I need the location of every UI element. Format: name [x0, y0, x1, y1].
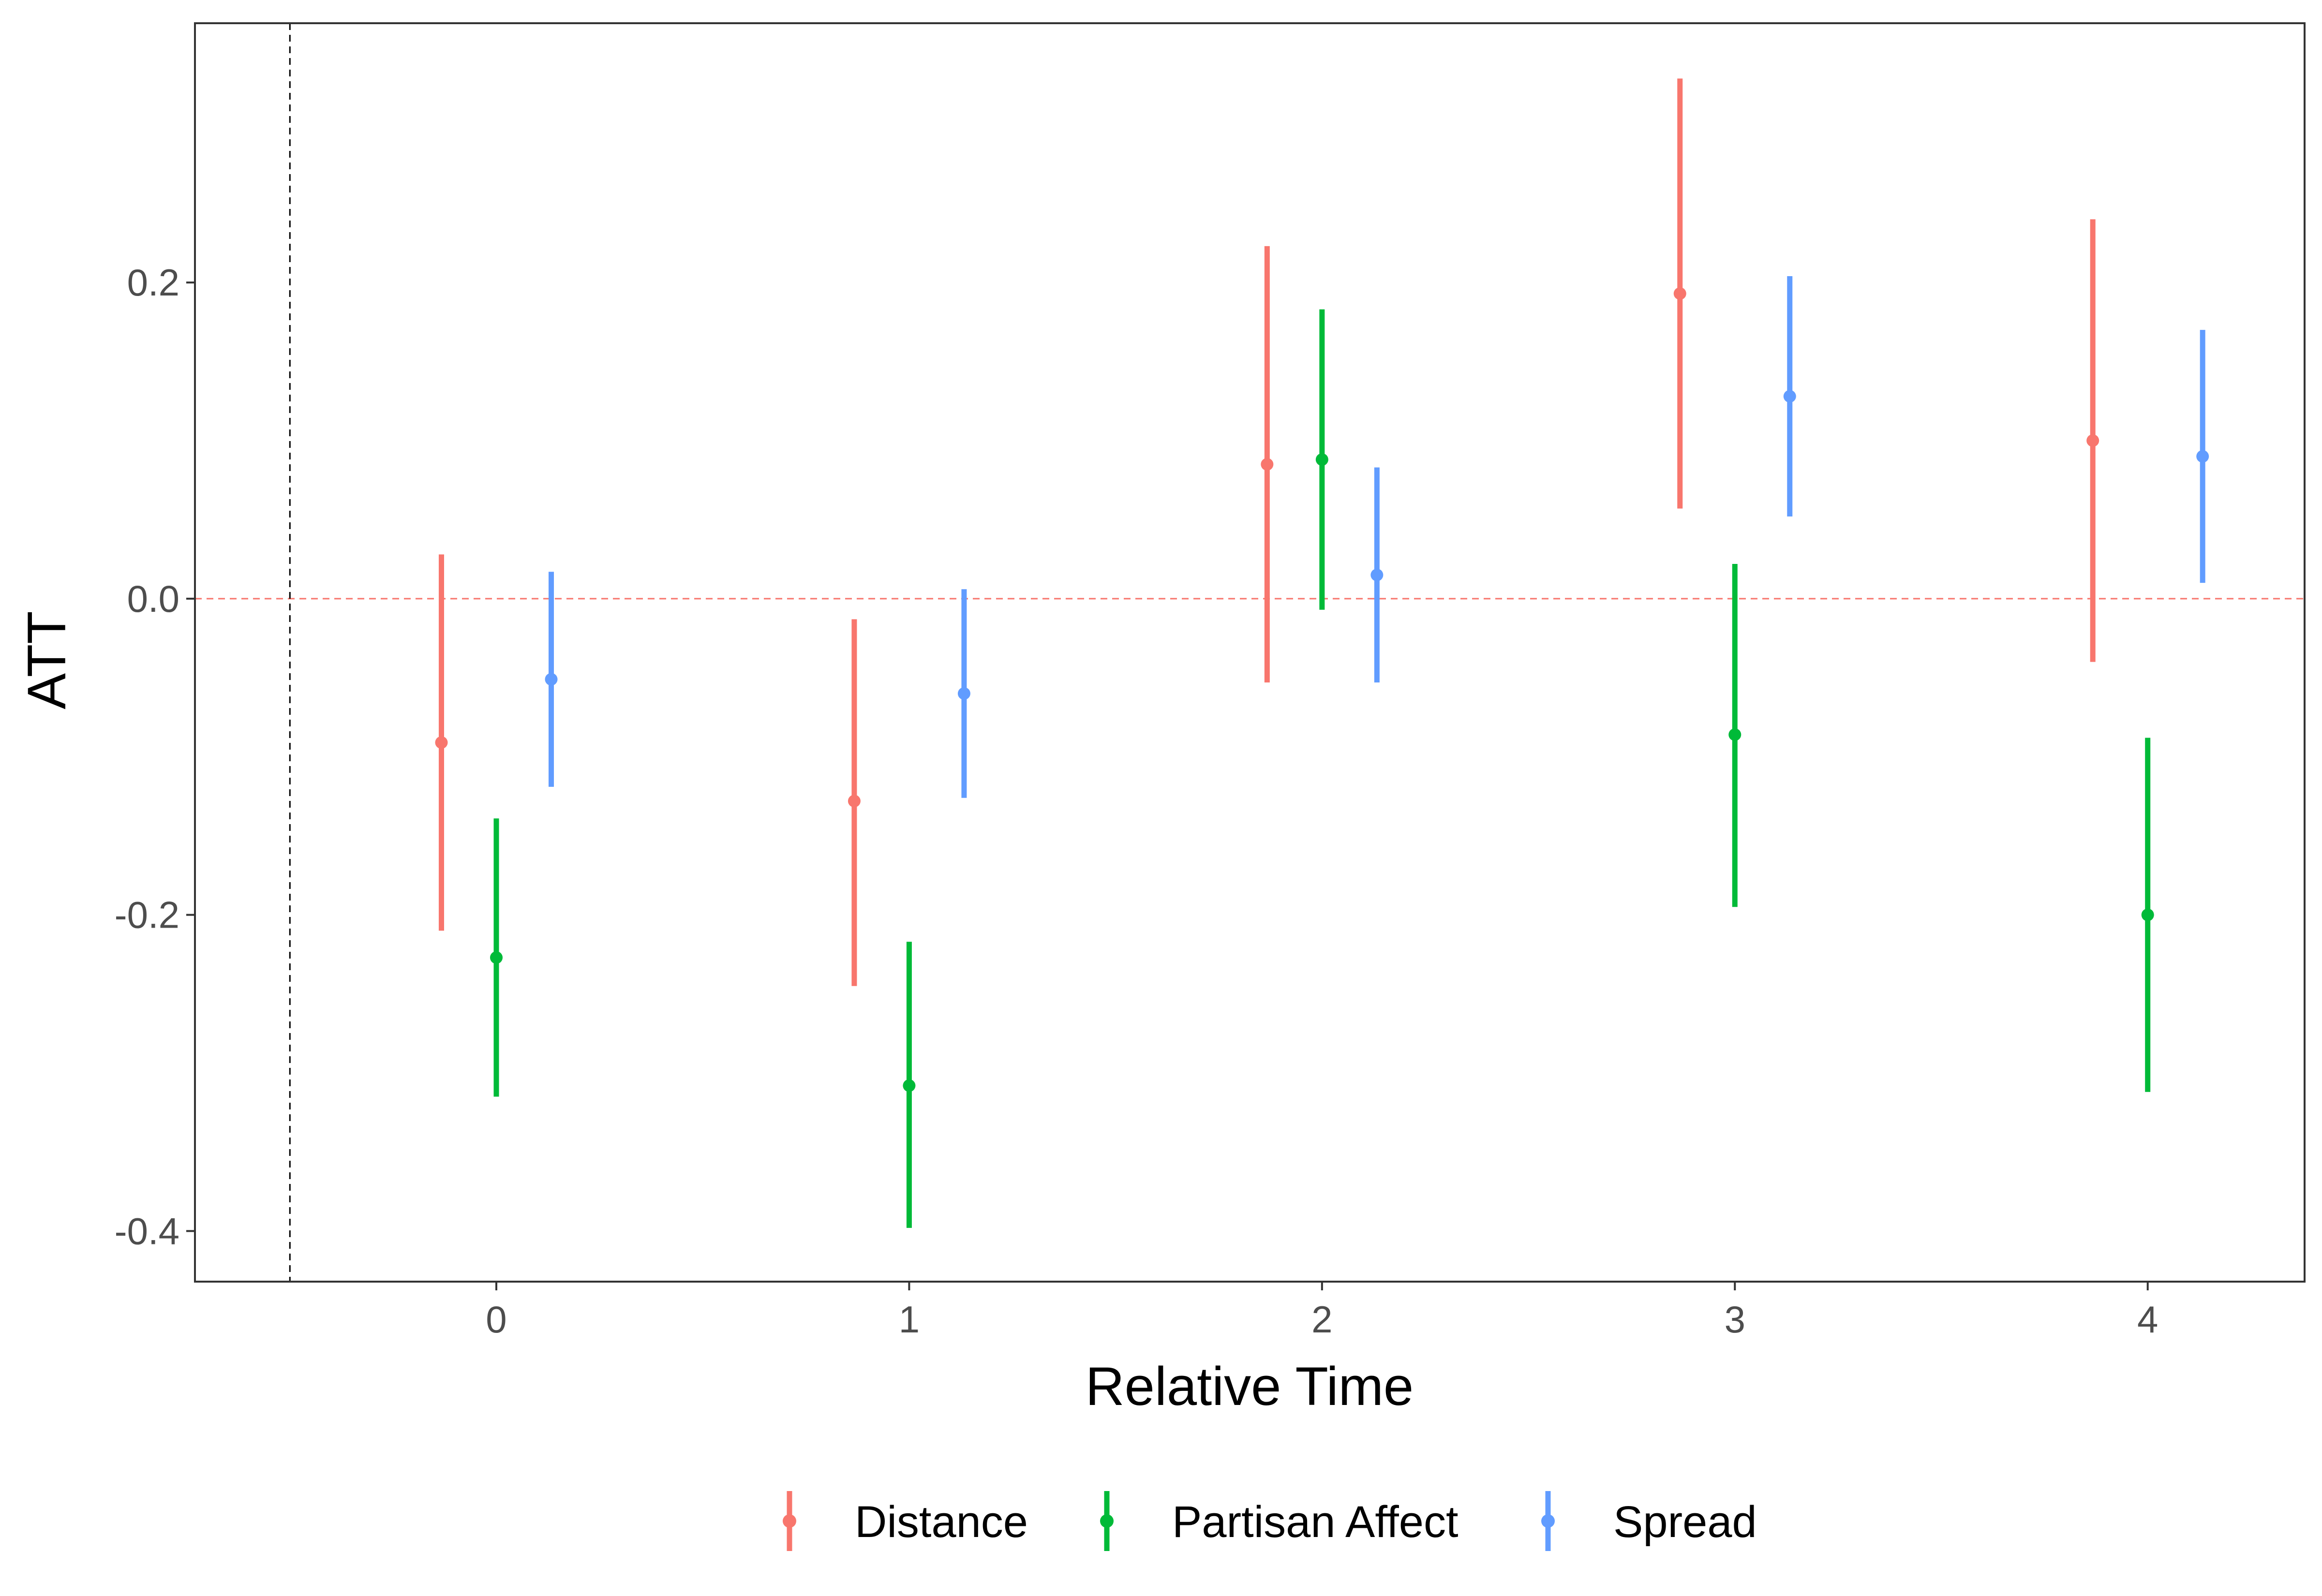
point-spread-t3 — [1783, 390, 1796, 403]
x-tick-label: 4 — [2137, 1298, 2158, 1341]
y-tick-label: 0.0 — [127, 577, 179, 620]
y-tick-label: -0.4 — [115, 1210, 179, 1252]
point-partisan-affect-t1 — [903, 1079, 916, 1092]
point-partisan-affect-t2 — [1315, 453, 1328, 466]
legend-label-spread: Spread — [1613, 1497, 1757, 1547]
y-axis-title: ATT — [16, 611, 77, 709]
legend-label-distance: Distance — [855, 1497, 1028, 1547]
y-tick-label: -0.2 — [115, 894, 179, 936]
point-distance-t0 — [435, 736, 448, 749]
x-axis-title: Relative Time — [1086, 1356, 1414, 1417]
legend-label-partisan-affect: Partisan Affect — [1172, 1497, 1459, 1547]
x-axis: 0 1 2 3 4 — [486, 1282, 2158, 1341]
x-tick-label: 2 — [1311, 1298, 1332, 1341]
point-partisan-affect-t3 — [1728, 728, 1742, 741]
x-tick-label: 3 — [1725, 1298, 1745, 1341]
y-tick-label: 0.2 — [127, 261, 179, 304]
legend: Distance Partisan Affect Spread — [783, 1491, 1757, 1551]
legend-key-point-partisan-affect — [1100, 1514, 1114, 1528]
legend-key-point-distance — [783, 1514, 796, 1528]
legend-key-point-spread — [1541, 1514, 1555, 1528]
y-axis: -0.4 -0.2 0.0 0.2 — [115, 261, 195, 1252]
point-distance-t2 — [1261, 458, 1274, 471]
point-spread-t1 — [957, 687, 970, 700]
point-spread-t4 — [2196, 450, 2209, 463]
point-partisan-affect-t0 — [490, 951, 503, 964]
x-tick-label: 0 — [486, 1298, 506, 1341]
plot-marks — [195, 23, 2305, 1282]
point-distance-t1 — [848, 795, 861, 808]
point-spread-t2 — [1370, 568, 1384, 581]
x-tick-label: 1 — [899, 1298, 920, 1341]
point-partisan-affect-t4 — [2141, 908, 2154, 921]
point-distance-t4 — [2086, 434, 2099, 447]
point-spread-t0 — [545, 673, 558, 686]
plot-panel-border — [194, 22, 2306, 1283]
point-distance-t3 — [1673, 287, 1686, 300]
